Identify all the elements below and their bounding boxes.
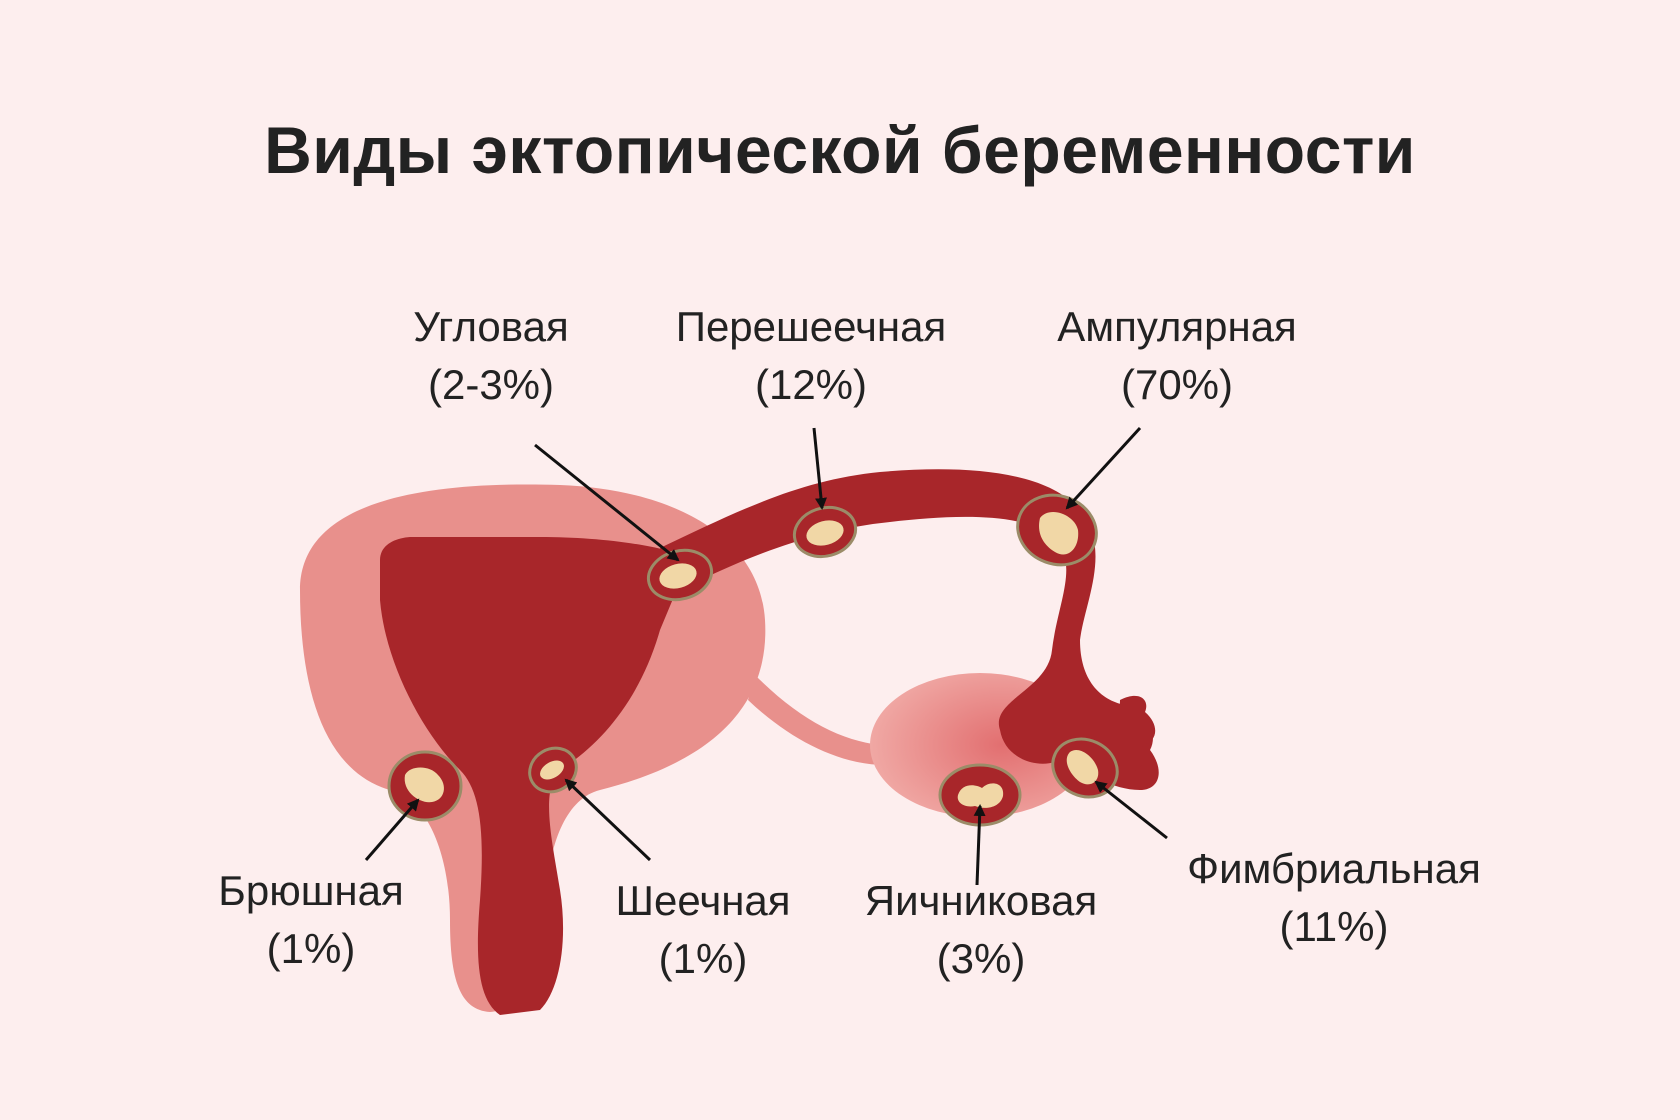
label-angular-pct: (2-3%) xyxy=(427,361,555,408)
label-angular: Угловая (2-3%) xyxy=(281,298,701,414)
label-isthmic-name: Перешеечная xyxy=(675,303,947,350)
label-angular-name: Угловая xyxy=(413,303,569,350)
label-ovarian-pct: (3%) xyxy=(936,935,1026,982)
arrow-fimbrial xyxy=(1094,780,1168,840)
ovarian-ligament xyxy=(748,675,885,765)
label-isthmic-pct: (12%) xyxy=(754,361,868,408)
implant-ampullary xyxy=(1016,493,1098,567)
fallopian-tube xyxy=(660,469,1159,790)
label-cervical: Шеечная (1%) xyxy=(493,872,913,988)
label-cervical-pct: (1%) xyxy=(658,935,748,982)
label-ovarian-name: Яичниковая xyxy=(864,877,1098,924)
arrow-cervical xyxy=(564,778,652,862)
label-ampullary: Ампулярная (70%) xyxy=(967,298,1387,414)
label-fimbrial-pct: (11%) xyxy=(1279,903,1389,950)
label-abdominal: Брюшная (1%) xyxy=(101,862,521,978)
label-abdominal-name: Брюшная xyxy=(218,867,404,914)
label-fimbrial-name: Фимбриальная xyxy=(1187,845,1481,892)
label-ovarian: Яичниковая (3%) xyxy=(771,872,1191,988)
label-ampullary-name: Ампулярная xyxy=(1057,303,1297,350)
label-ampullary-pct: (70%) xyxy=(1120,361,1234,408)
arrow-ovarian xyxy=(973,804,986,886)
arrow-angular xyxy=(534,443,680,562)
label-abdominal-pct: (1%) xyxy=(266,925,356,972)
label-fimbrial: Фимбриальная (11%) xyxy=(1124,840,1544,956)
arrow-isthmic xyxy=(812,427,827,510)
label-cervical-name: Шеечная xyxy=(615,877,791,924)
implant-isthmic xyxy=(792,505,858,559)
page-title: Виды эктопической беременности xyxy=(264,113,1416,187)
arrow-ampullary xyxy=(1065,426,1142,510)
fimbriae xyxy=(1118,695,1156,773)
implant-abdominal xyxy=(387,750,463,822)
arrow-abdominal xyxy=(364,798,420,861)
label-isthmic: Перешеечная (12%) xyxy=(601,298,1021,414)
